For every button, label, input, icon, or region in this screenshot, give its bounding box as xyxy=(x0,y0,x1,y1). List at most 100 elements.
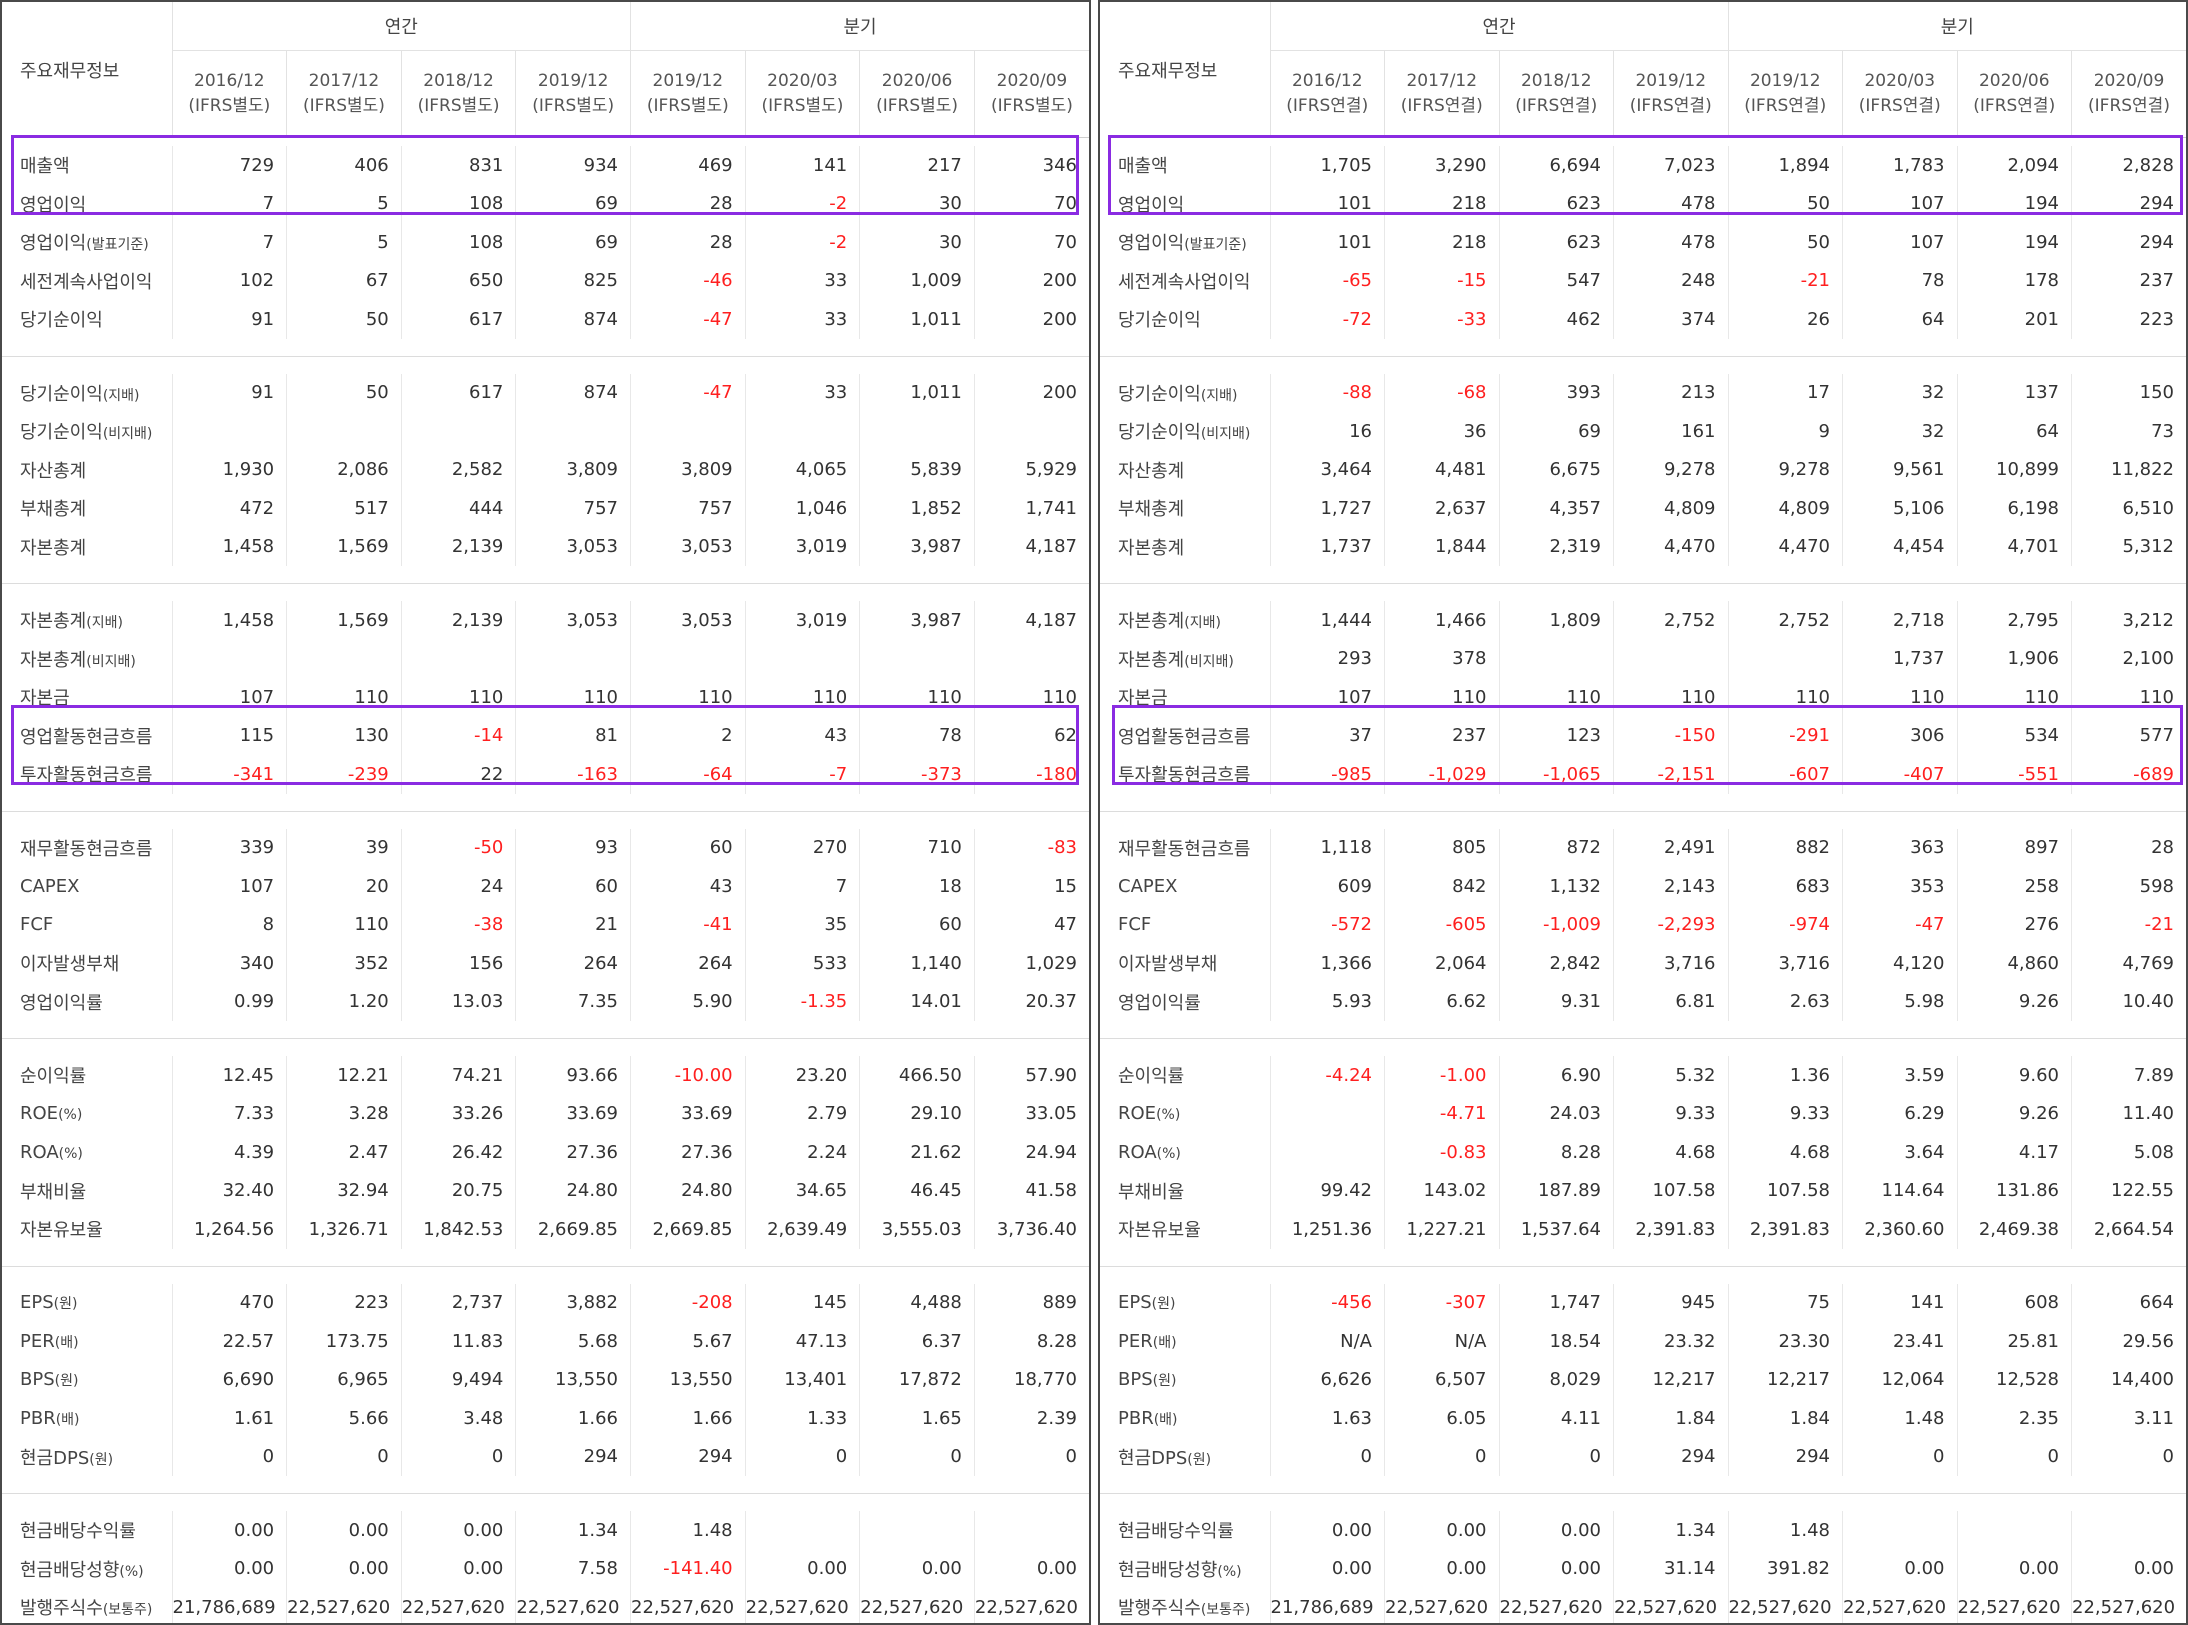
table-cell: 3.11 xyxy=(2071,1399,2186,1438)
row-label: ROA(%) xyxy=(1100,1133,1270,1172)
table-cell: 3,053 xyxy=(515,601,631,640)
period-basis: (IFRS연결) xyxy=(1858,96,1941,116)
table-cell: 391.82 xyxy=(1727,1549,1843,1588)
table-cell: 213 xyxy=(1613,373,1728,412)
table-cell: 24 xyxy=(400,867,516,906)
table-cell xyxy=(859,1511,975,1550)
table-cell: 374 xyxy=(1613,300,1728,339)
table-cell: 805 xyxy=(1384,828,1499,867)
table-cell: 4,701 xyxy=(1956,527,2072,566)
row-label-suffix: (지배) xyxy=(1200,387,1238,404)
table-cell: 842 xyxy=(1384,867,1499,906)
row-label-suffix: (원) xyxy=(53,1296,78,1313)
table-cell: 22,527,620 xyxy=(286,1588,402,1623)
table-cell: 110 xyxy=(286,905,402,944)
table-cell: 46.45 xyxy=(859,1171,975,1210)
table-cell: 237 xyxy=(2071,261,2186,300)
table-row: ROA(%) -0.83 8.28 4.68 4.68 3.64 4.17 5.08 xyxy=(1100,1133,2186,1172)
table-row: 자본총계(비지배) xyxy=(2,639,1089,678)
table-cell: 36 xyxy=(1384,412,1499,451)
table-cell: -985 xyxy=(1269,755,1385,794)
table-cell: 1,727 xyxy=(1269,489,1385,528)
table-cell: 258 xyxy=(1956,867,2072,906)
table-cell: 5,106 xyxy=(1842,489,1957,528)
table-cell: 4,860 xyxy=(1956,944,2072,983)
table-cell: 831 xyxy=(400,146,516,185)
table-row: 자본금 107 110 110 110 110 110 110 110 xyxy=(2,678,1089,717)
row-label: 발행주식수(보통주) xyxy=(2,1588,172,1623)
table-cell: 3,716 xyxy=(1613,944,1728,983)
table-cell: 60 xyxy=(515,867,631,906)
table-cell: 110 xyxy=(1498,678,1614,717)
table-row: 자본유보율 1,251.36 1,227.21 1,537.64 2,391.83 2,3… xyxy=(1100,1210,2186,1249)
table-cell: 2,828 xyxy=(2071,146,2186,185)
table-cell: -150 xyxy=(1613,716,1728,755)
row-label: 현금DPS(원) xyxy=(1100,1438,1270,1477)
table-cell: 9 xyxy=(1727,412,1843,451)
table-cell: 2 xyxy=(630,716,746,755)
table-cell: 20 xyxy=(286,867,402,906)
row-label: 영업이익 xyxy=(2,185,172,224)
table-cell: 223 xyxy=(2071,300,2186,339)
row-label: 자본총계 xyxy=(1100,528,1270,567)
row-label: 자본금 xyxy=(1100,678,1270,717)
table-cell: 73 xyxy=(2071,412,2186,451)
table-cell: 11,822 xyxy=(2071,450,2186,489)
row-label: 현금배당성향(%) xyxy=(1100,1550,1270,1589)
table-cell: 1.48 xyxy=(1727,1511,1843,1550)
table-cell: 1,366 xyxy=(1269,944,1385,983)
table-row: 영업활동현금흐름 37 237 123 -150 -291 306 534 577 xyxy=(1100,716,2186,755)
table-cell: 378 xyxy=(1384,639,1499,678)
table-cell: 444 xyxy=(400,489,516,528)
table-cell: -47 xyxy=(1842,905,1957,944)
table-cell: 110 xyxy=(1727,678,1843,717)
row-label: 영업이익(발표기준) xyxy=(1100,223,1270,262)
table-cell: 33 xyxy=(744,373,860,412)
row-label: CAPEX xyxy=(2,867,172,906)
table-cell: 12,217 xyxy=(1613,1360,1728,1399)
table-cell: 22.57 xyxy=(171,1322,287,1361)
row-label-suffix: (%) xyxy=(1217,1563,1242,1580)
table-cell: 47 xyxy=(973,905,1089,944)
table-cell: 75 xyxy=(1727,1283,1843,1322)
table-cell: 217 xyxy=(859,146,975,185)
table-cell: 107 xyxy=(171,678,287,717)
table-row: 당기순이익(지배) -88 -68 393 213 17 32 137 150 xyxy=(1100,373,2186,412)
table-cell: 2,669.85 xyxy=(515,1210,631,1249)
table-cell xyxy=(744,1511,860,1550)
table-cell: 5.90 xyxy=(630,982,746,1021)
table-cell: 9.33 xyxy=(1727,1094,1843,1133)
table-cell: 223 xyxy=(286,1283,402,1322)
table-cell xyxy=(171,412,287,451)
table-cell: 60 xyxy=(630,828,746,867)
table-row: 매출액 729 406 831 934 469 141 217 346 xyxy=(2,146,1089,185)
table-cell xyxy=(286,412,402,451)
row-label: 당기순이익(지배) xyxy=(2,374,172,413)
table-cell: 11.40 xyxy=(2071,1094,2186,1133)
table-cell: 22,527,620 xyxy=(973,1588,1089,1623)
table-cell: 110 xyxy=(973,678,1089,717)
table-cell: 101 xyxy=(1269,184,1385,223)
table-cell: 0.00 xyxy=(1384,1549,1499,1588)
table-cell: 33.05 xyxy=(973,1094,1089,1133)
table-cell: 1,809 xyxy=(1498,601,1614,640)
table-cell: 1.66 xyxy=(515,1399,631,1438)
table-cell: -407 xyxy=(1842,755,1957,794)
table-row: EPS(원) -456 -307 1,747 945 75 141 608 664 xyxy=(1100,1283,2186,1322)
table-cell: -373 xyxy=(859,755,975,794)
table-cell: 466.50 xyxy=(859,1056,975,1095)
table-cell: 22,527,620 xyxy=(1498,1588,1614,1623)
table-cell: -239 xyxy=(286,755,402,794)
table-cell: 1.66 xyxy=(630,1399,746,1438)
table-cell: 102 xyxy=(171,261,287,300)
row-label-text: 세전계속사업이익 xyxy=(1118,271,1251,293)
row-label-text: 영업이익 xyxy=(1118,233,1185,255)
table-cell: 8 xyxy=(171,905,287,944)
table-cell: 1,011 xyxy=(859,300,975,339)
row-label: 영업활동현금흐름 xyxy=(2,717,172,756)
table-cell: 130 xyxy=(286,716,402,755)
table-cell: -689 xyxy=(2071,755,2186,794)
table-cell: 6.90 xyxy=(1498,1056,1614,1095)
table-row: 부채총계 1,727 2,637 4,357 4,809 4,809 5,106 6,198 6… xyxy=(1100,489,2186,528)
table-row: BPS(원) 6,690 6,965 9,494 13,550 13,550 13,401 1… xyxy=(2,1360,1089,1399)
